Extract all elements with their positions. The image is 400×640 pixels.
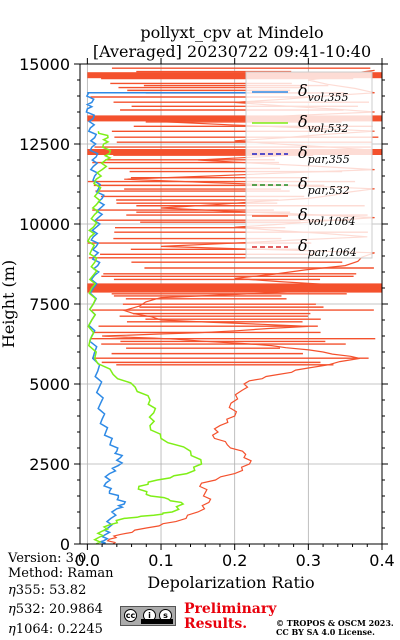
legend: δvol,355 δvol,532 δpar,355 δpar,532 δvol,106… xyxy=(245,71,373,259)
legend-label-1: δvol,532 xyxy=(298,112,349,135)
axis-ticks xyxy=(74,58,388,550)
copyright-text: © TROPOS & OSCM 2023. CC BY SA 4.0 Licen… xyxy=(276,618,394,637)
eta355-value: 355: 53.82 xyxy=(15,583,87,598)
eta1064-text: η1064: 0.2245 xyxy=(8,622,103,637)
series-line-1 xyxy=(86,131,203,545)
y-tick-label: 7500 xyxy=(29,295,70,314)
y-tick-label: 0 xyxy=(60,535,70,554)
y-tick-label: 10000 xyxy=(19,215,70,234)
cc-license-badge: cc i s xyxy=(120,606,176,626)
x-tick-label: 0.3 xyxy=(296,551,321,570)
series-1064-band xyxy=(87,286,383,293)
x-tick-label: 0.4 xyxy=(369,551,394,570)
eta532-value: 532: 20.9864 xyxy=(15,602,103,617)
eta1064-value: 1064: 0.2245 xyxy=(15,622,103,637)
series-1064-band xyxy=(87,283,383,290)
x-tick-label: 0.2 xyxy=(222,551,247,570)
eta355-text: η355: 53.82 xyxy=(8,583,87,598)
x-tick-label: 0.0 xyxy=(75,551,100,570)
legend-box xyxy=(245,71,373,259)
legend-label-0: δvol,355 xyxy=(298,81,349,104)
preliminary-results-label: Preliminary Results. xyxy=(184,601,277,632)
legend-label-4: δvol,1064 xyxy=(298,205,356,228)
plot-area xyxy=(87,67,383,366)
series-1064-band xyxy=(87,149,383,155)
y-tick-labels: 0 2500 5000 7500 10000 12500 15000 xyxy=(19,55,70,554)
legend-label-2: δpar,355 xyxy=(298,143,350,166)
data-series xyxy=(85,69,379,545)
series-line-4 xyxy=(102,69,379,545)
eta532-text: η532: 20.9864 xyxy=(8,602,103,617)
y-tick-label: 2500 xyxy=(29,455,70,474)
legend-label-5: δpar,1064 xyxy=(298,236,357,259)
y-axis-label: Height (m) xyxy=(0,260,18,348)
legend-label-3: δpar,532 xyxy=(298,174,350,197)
x-axis-label: Depolarization Ratio xyxy=(147,573,314,592)
y-tick-label: 5000 xyxy=(29,375,70,394)
y-tick-label: 12500 xyxy=(19,135,70,154)
x-tick-label: 0.1 xyxy=(148,551,173,570)
series-1064-band xyxy=(87,72,383,79)
cc-icon: cc xyxy=(124,609,137,622)
y-tick-label: 15000 xyxy=(19,55,70,74)
chart-title-line-1: pollyxt_cpv at Mindelo xyxy=(140,23,323,42)
method-text: Method: Raman xyxy=(8,566,114,581)
version-text: Version: 3.0 xyxy=(8,551,87,566)
chart-title-line-2: [Averaged] 20230722 09:41-10:40 xyxy=(93,42,371,61)
x-tick-labels: 0.0 0.1 0.2 0.3 0.4 xyxy=(75,551,395,570)
